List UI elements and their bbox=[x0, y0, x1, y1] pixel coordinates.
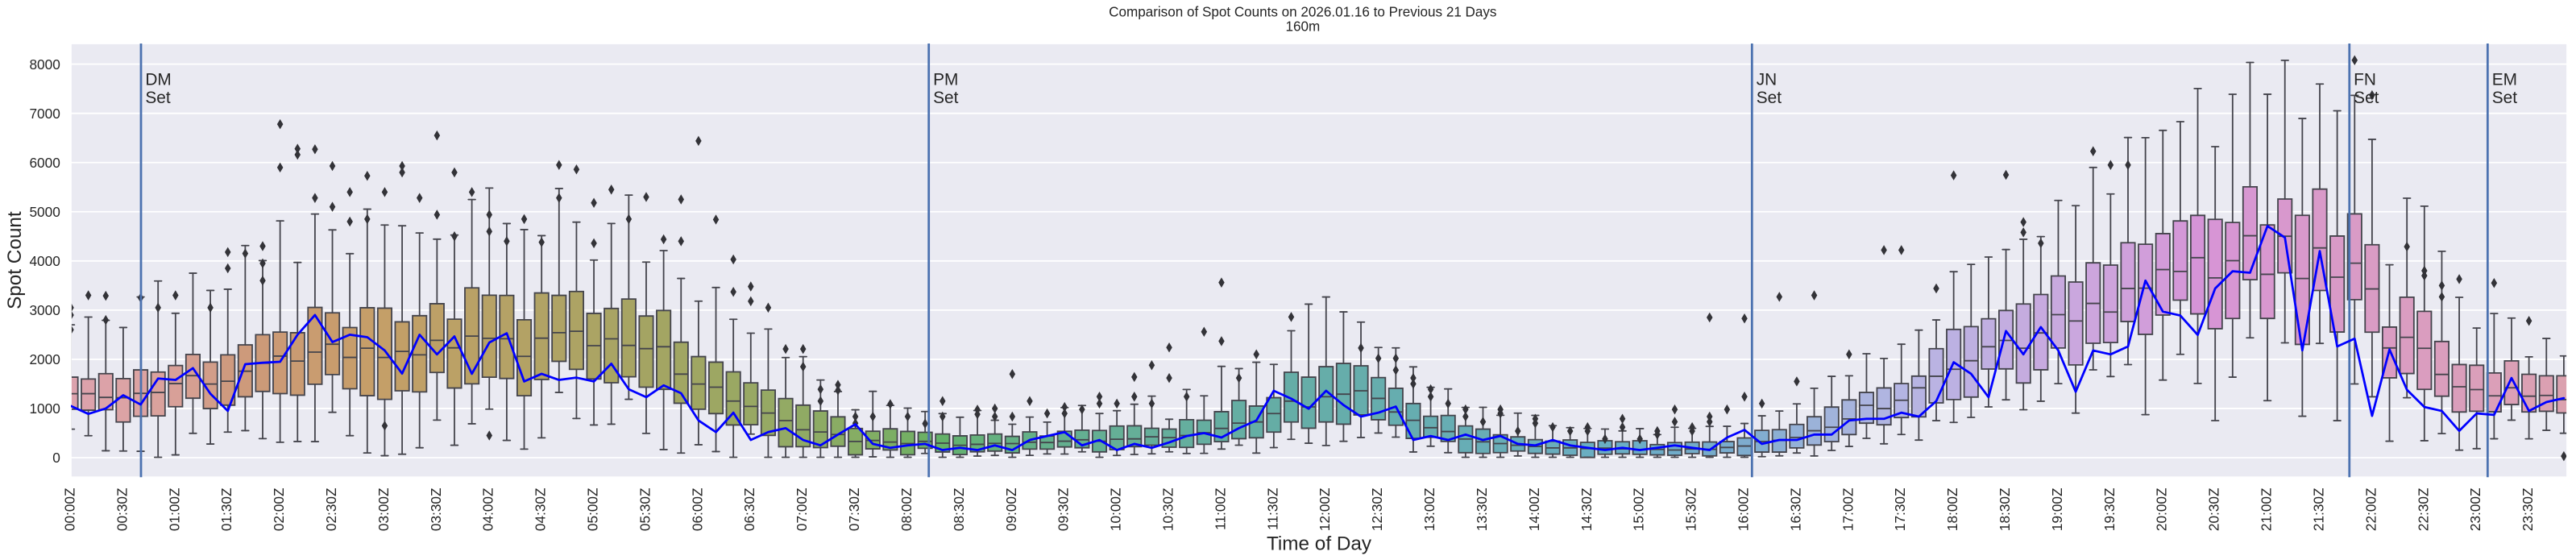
svg-text:12:00Z: 12:00Z bbox=[1317, 487, 1333, 531]
svg-text:Set: Set bbox=[933, 89, 958, 107]
svg-text:02:30Z: 02:30Z bbox=[323, 487, 339, 531]
svg-text:16:30Z: 16:30Z bbox=[1787, 487, 1803, 531]
svg-text:18:00Z: 18:00Z bbox=[1944, 487, 1960, 531]
svg-text:06:00Z: 06:00Z bbox=[689, 487, 705, 531]
svg-text:DM: DM bbox=[145, 71, 171, 89]
svg-text:15:30Z: 15:30Z bbox=[1683, 487, 1699, 531]
svg-text:15:00Z: 15:00Z bbox=[1631, 487, 1647, 531]
svg-text:23:00Z: 23:00Z bbox=[2467, 487, 2483, 531]
svg-text:19:00Z: 19:00Z bbox=[2049, 487, 2065, 531]
svg-text:6000: 6000 bbox=[29, 155, 60, 171]
svg-text:Set: Set bbox=[1757, 89, 1782, 107]
svg-text:05:30Z: 05:30Z bbox=[637, 487, 653, 531]
svg-text:07:30Z: 07:30Z bbox=[846, 487, 862, 531]
svg-text:Set: Set bbox=[2492, 89, 2517, 107]
svg-text:07:00Z: 07:00Z bbox=[794, 487, 810, 531]
svg-text:Time of Day: Time of Day bbox=[1267, 533, 1372, 554]
svg-text:10:30Z: 10:30Z bbox=[1159, 487, 1176, 531]
svg-text:20:00Z: 20:00Z bbox=[2154, 487, 2170, 531]
svg-text:13:00Z: 13:00Z bbox=[1421, 487, 1437, 531]
svg-text:PM: PM bbox=[933, 71, 958, 89]
svg-text:19:30Z: 19:30Z bbox=[2101, 487, 2118, 531]
svg-text:03:00Z: 03:00Z bbox=[375, 487, 392, 531]
svg-text:03:30Z: 03:30Z bbox=[428, 487, 444, 531]
svg-text:21:00Z: 21:00Z bbox=[2259, 487, 2275, 531]
svg-text:17:30Z: 17:30Z bbox=[1892, 487, 1908, 531]
svg-text:08:30Z: 08:30Z bbox=[951, 487, 967, 531]
svg-text:12:30Z: 12:30Z bbox=[1369, 487, 1385, 531]
svg-text:7000: 7000 bbox=[29, 106, 60, 122]
svg-text:10:00Z: 10:00Z bbox=[1108, 487, 1124, 531]
svg-text:4000: 4000 bbox=[29, 253, 60, 269]
svg-text:1000: 1000 bbox=[29, 400, 60, 417]
svg-text:06:30Z: 06:30Z bbox=[741, 487, 757, 531]
svg-text:2000: 2000 bbox=[29, 351, 60, 367]
svg-text:Set: Set bbox=[2354, 89, 2379, 107]
svg-text:EM: EM bbox=[2492, 71, 2517, 89]
svg-text:Spot Count: Spot Count bbox=[4, 211, 26, 309]
svg-text:14:30Z: 14:30Z bbox=[1578, 487, 1595, 531]
svg-text:Comparison of Spot Counts on 2: Comparison of Spot Counts on 2026.01.16 … bbox=[1109, 4, 1496, 19]
svg-text:16:00Z: 16:00Z bbox=[1735, 487, 1751, 531]
svg-text:160m: 160m bbox=[1285, 19, 1320, 35]
svg-text:11:30Z: 11:30Z bbox=[1264, 487, 1280, 529]
svg-text:02:00Z: 02:00Z bbox=[271, 487, 287, 531]
svg-text:FN: FN bbox=[2354, 71, 2376, 89]
svg-text:20:30Z: 20:30Z bbox=[2206, 487, 2222, 531]
svg-text:0: 0 bbox=[52, 450, 60, 466]
svg-text:01:00Z: 01:00Z bbox=[166, 487, 182, 531]
svg-text:01:30Z: 01:30Z bbox=[218, 487, 234, 531]
svg-text:14:00Z: 14:00Z bbox=[1526, 487, 1542, 531]
svg-text:05:00Z: 05:00Z bbox=[585, 487, 601, 531]
svg-text:11:00Z: 11:00Z bbox=[1212, 487, 1228, 529]
svg-text:21:30Z: 21:30Z bbox=[2310, 487, 2326, 531]
svg-text:5000: 5000 bbox=[29, 204, 60, 220]
svg-text:08:00Z: 08:00Z bbox=[898, 487, 915, 531]
svg-text:23:30Z: 23:30Z bbox=[2520, 487, 2536, 531]
svg-text:04:30Z: 04:30Z bbox=[533, 487, 549, 531]
svg-text:13:30Z: 13:30Z bbox=[1474, 487, 1490, 531]
svg-text:00:30Z: 00:30Z bbox=[114, 487, 130, 531]
svg-text:22:30Z: 22:30Z bbox=[2415, 487, 2431, 531]
svg-text:00:00Z: 00:00Z bbox=[61, 487, 77, 531]
svg-text:8000: 8000 bbox=[29, 56, 60, 73]
svg-text:18:30Z: 18:30Z bbox=[1997, 487, 2013, 531]
svg-text:09:00Z: 09:00Z bbox=[1003, 487, 1019, 531]
svg-text:22:00Z: 22:00Z bbox=[2362, 487, 2379, 531]
svg-text:09:30Z: 09:30Z bbox=[1056, 487, 1072, 531]
svg-text:Set: Set bbox=[145, 89, 170, 107]
svg-text:JN: JN bbox=[1757, 71, 1777, 89]
svg-text:3000: 3000 bbox=[29, 302, 60, 318]
svg-text:17:00Z: 17:00Z bbox=[1840, 487, 1856, 531]
svg-text:04:00Z: 04:00Z bbox=[480, 487, 496, 531]
